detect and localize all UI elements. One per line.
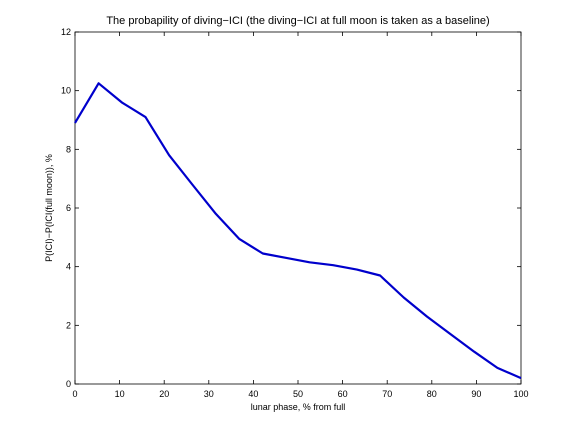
x-axis-label: lunar phase, % from full <box>251 402 346 412</box>
x-tick-label: 0 <box>72 389 77 399</box>
axis-ticks: 0 10 20 30 40 50 60 70 80 90 100 0 2 4 6 8 10 12 <box>61 27 529 399</box>
y-tick-label: 4 <box>66 262 71 272</box>
y-tick-label: 12 <box>61 27 71 37</box>
series-group <box>74 82 522 380</box>
plot-area <box>74 31 522 385</box>
x-tick-label: 70 <box>382 389 392 399</box>
y-tick-label: 6 <box>66 203 71 213</box>
x-tick-label: 90 <box>471 389 481 399</box>
y-tick-label: 0 <box>66 379 71 389</box>
x-tick-label: 60 <box>338 389 348 399</box>
y-axis-label: P(ICI)−P(ICI(full moon)), % <box>44 154 54 262</box>
x-tick-label: 20 <box>159 389 169 399</box>
y-tick-label: 2 <box>66 320 71 330</box>
x-tick-label: 40 <box>248 389 258 399</box>
y-tick-label: 10 <box>61 86 71 96</box>
series-line <box>74 82 522 380</box>
x-tick-label: 50 <box>293 389 303 399</box>
x-tick-label: 30 <box>204 389 214 399</box>
x-tick-label: 80 <box>427 389 437 399</box>
chart-title: The probapility of diving−ICI (the divin… <box>106 15 489 27</box>
y-tick-label: 8 <box>66 144 71 154</box>
x-tick-label: 10 <box>115 389 125 399</box>
x-tick-label: 100 <box>513 389 528 399</box>
